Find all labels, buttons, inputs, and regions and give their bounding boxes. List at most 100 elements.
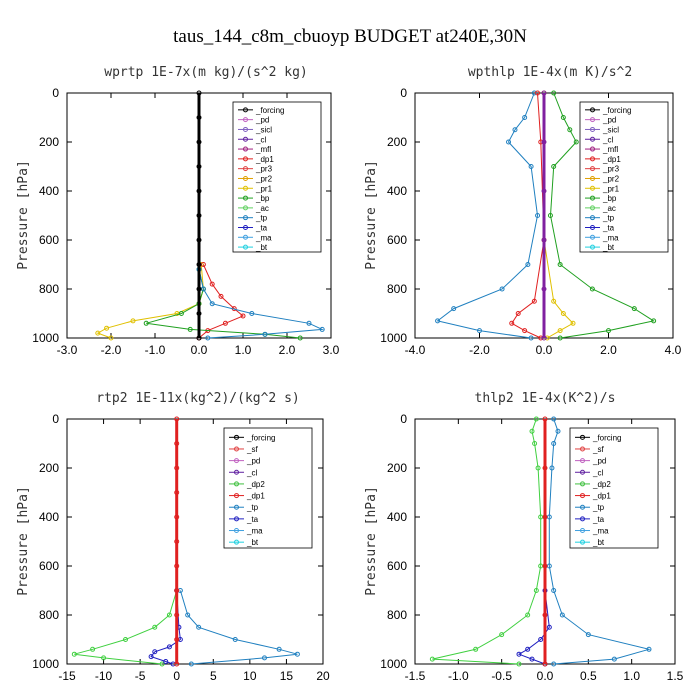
- data-point: [218, 293, 224, 299]
- legend-label: _pr2: [602, 174, 620, 183]
- series-line-dp1: [74, 590, 178, 665]
- data-point: [152, 624, 158, 630]
- data-point: [535, 213, 541, 218]
- data-point: [559, 612, 565, 618]
- data-point: [196, 213, 202, 218]
- panel-thlp2: thlp2 1E-4x(K^2)/s Pressure [hPa] -1.5 -1…: [364, 391, 684, 683]
- data-point: [209, 281, 215, 287]
- legend-marker: [590, 156, 595, 162]
- data-point: [196, 164, 202, 169]
- legend-marker: [580, 539, 585, 545]
- data-point: [509, 320, 515, 326]
- legend-marker: [590, 136, 595, 142]
- data-point: [174, 588, 180, 593]
- y-tick-label: 400: [387, 184, 407, 198]
- data-point: [232, 637, 238, 642]
- data-point: [174, 612, 180, 618]
- legend-marker: [243, 136, 248, 142]
- legend-label: _sicl: [255, 125, 272, 134]
- data-point: [174, 637, 180, 642]
- data-point: [546, 624, 552, 630]
- y-tick-label: 800: [39, 608, 59, 622]
- data-point: [555, 428, 561, 434]
- legend-label: _tp: [602, 214, 615, 223]
- y-tick-label: 600: [387, 233, 407, 247]
- legend-marker: [243, 175, 248, 181]
- data-point: [560, 311, 566, 316]
- legend-marker: [590, 185, 595, 191]
- data-point: [646, 646, 652, 652]
- data-point: [525, 262, 531, 267]
- y-tick-label: 0: [52, 412, 59, 426]
- data-point: [551, 90, 557, 96]
- x-tick-label: 0.0: [191, 343, 208, 357]
- data-point: [551, 588, 557, 593]
- y-axis-label: Pressure [hPa]: [16, 160, 31, 270]
- data-point: [499, 286, 505, 292]
- legend-label: _dp1: [592, 492, 611, 501]
- x-tick-label: -5: [135, 669, 146, 683]
- legend-label: _ta: [592, 515, 605, 524]
- legend-marker: [234, 504, 239, 510]
- legend-marker: [590, 166, 595, 172]
- data-point: [531, 298, 537, 304]
- data-point: [541, 90, 547, 96]
- panel-title: wpthlp 1E-4x(m K)/s^2: [468, 65, 632, 80]
- legend-marker: [580, 493, 585, 499]
- y-tick-label: 200: [39, 461, 59, 475]
- data-point: [528, 164, 534, 169]
- x-tick-label: 15: [280, 669, 294, 683]
- legend-marker: [234, 481, 239, 487]
- legend-label: _pr3: [602, 165, 620, 174]
- data-point: [196, 335, 202, 341]
- legend-label: _ma: [246, 527, 263, 536]
- panel-rtp2: rtp2 1E-11x(kg^2)/(kg^2 s) Pressure [hPa…: [16, 391, 330, 683]
- y-axis-label: Pressure [hPa]: [364, 486, 379, 596]
- y-tick-label: 600: [39, 233, 59, 247]
- y-axis-label: Pressure [hPa]: [364, 160, 379, 270]
- series-line-dp1: [511, 92, 545, 339]
- legend-label: _dp2: [246, 480, 265, 489]
- x-tick-label: -3.0: [57, 343, 78, 357]
- data-point: [249, 311, 255, 316]
- panel-wprtp: wprtp 1E-7x(m kg)/(s^2 kg) Pressure [hPa…: [16, 65, 340, 357]
- data-point: [573, 139, 579, 145]
- legend-marker: [590, 234, 595, 240]
- y-tick-label: 0: [400, 412, 407, 426]
- panel-title: rtp2 1E-11x(kg^2)/(kg^2 s): [96, 391, 300, 406]
- series-line-dp1: [198, 264, 244, 339]
- y-tick-label: 800: [387, 282, 407, 296]
- x-tick-label: 1.0: [623, 669, 640, 683]
- y-tick-label: 1000: [380, 657, 407, 671]
- data-point: [516, 651, 522, 657]
- legend-label: _sicl: [602, 125, 619, 134]
- legend-marker: [580, 516, 585, 522]
- legend-label: _bp: [602, 194, 617, 203]
- series-line-bp: [146, 269, 301, 339]
- x-tick-label: 20: [316, 669, 330, 683]
- legend-marker: [580, 458, 585, 464]
- data-point: [557, 335, 563, 341]
- legend-marker: [243, 146, 248, 152]
- x-tick-label: 0: [173, 669, 180, 683]
- legend-label: _ma: [255, 233, 272, 242]
- data-point: [499, 632, 505, 638]
- legend-marker: [234, 458, 239, 464]
- data-point: [542, 612, 548, 618]
- legend-label: _mfl: [255, 145, 271, 154]
- data-point: [104, 325, 110, 331]
- legend-label: _bp: [255, 194, 270, 203]
- y-tick-label: 600: [39, 559, 59, 573]
- legend-marker: [234, 446, 239, 452]
- x-tick-label: 0.5: [580, 669, 597, 683]
- data-point: [542, 563, 548, 569]
- legend-label: _sf: [592, 445, 604, 454]
- data-point: [174, 416, 180, 422]
- data-point: [90, 646, 96, 652]
- y-tick-label: 800: [387, 608, 407, 622]
- data-point: [188, 661, 194, 667]
- legend-label: _ac: [602, 204, 616, 213]
- data-point: [152, 649, 158, 655]
- legend-marker: [243, 126, 248, 132]
- data-point: [560, 115, 566, 120]
